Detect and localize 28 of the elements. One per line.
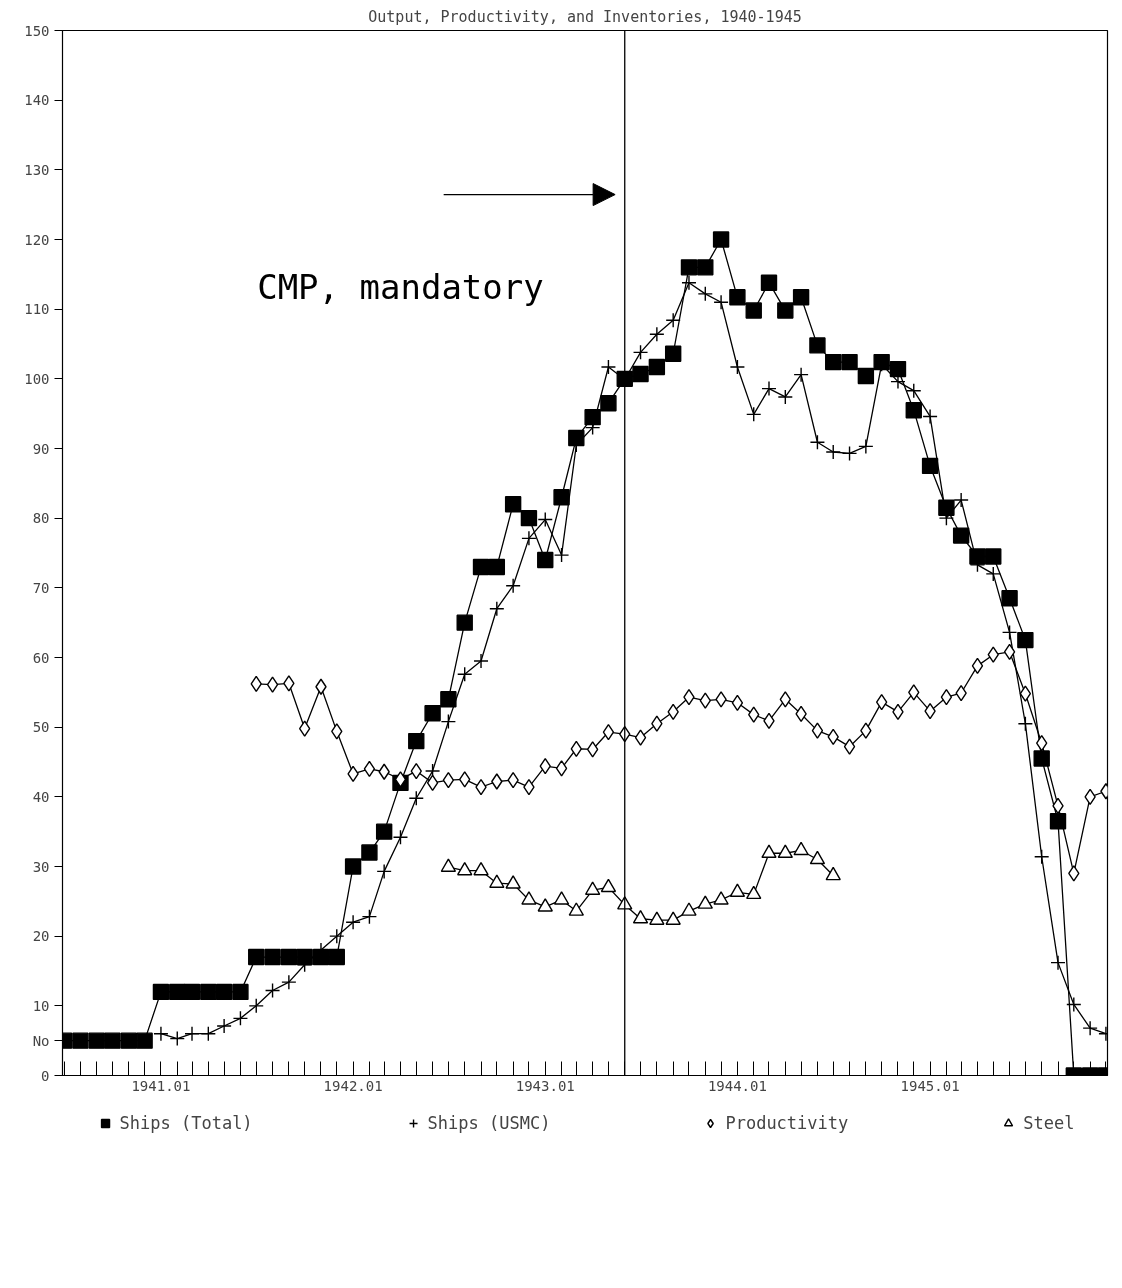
y-tick-label: 130 xyxy=(24,161,50,178)
y-tick-label: 80 xyxy=(32,510,50,527)
y-tick-label: No xyxy=(32,1032,50,1049)
x-tick-label: 1941.01 xyxy=(131,1077,191,1094)
y-tick-label: 70 xyxy=(32,579,50,596)
ref-line-label: CMP, mandatory xyxy=(257,266,544,307)
y-tick-label: 20 xyxy=(32,928,50,945)
legend-label: Ships (Total) xyxy=(119,1113,253,1133)
y-tick-label: 140 xyxy=(24,92,50,109)
legend-label: Steel xyxy=(1023,1113,1075,1133)
x-tick-label: 1942.01 xyxy=(323,1077,383,1094)
y-tick-label: 50 xyxy=(32,719,50,736)
legend-label: Ships (USMC) xyxy=(427,1113,551,1133)
chart-title: Output, Productivity, and Inventories, 1940-1945 xyxy=(368,7,802,26)
y-tick-label: 90 xyxy=(32,440,50,457)
y-tick-label: 60 xyxy=(32,649,50,666)
y-tick-label: 100 xyxy=(24,370,50,387)
y-tick-label: 110 xyxy=(24,301,50,318)
y-tick-label: 150 xyxy=(24,22,50,39)
x-tick-label: 1944.01 xyxy=(707,1077,767,1094)
legend-label: Productivity xyxy=(725,1113,849,1133)
y-tick-label: 40 xyxy=(32,788,50,805)
y-tick-label: 30 xyxy=(32,858,50,875)
y-tick-label: 120 xyxy=(24,231,50,248)
y-tick-label: 0 xyxy=(41,1067,50,1084)
y-tick-label: 10 xyxy=(32,997,50,1014)
x-tick-label: 1945.01 xyxy=(900,1077,960,1094)
x-tick-label: 1943.01 xyxy=(515,1077,575,1094)
